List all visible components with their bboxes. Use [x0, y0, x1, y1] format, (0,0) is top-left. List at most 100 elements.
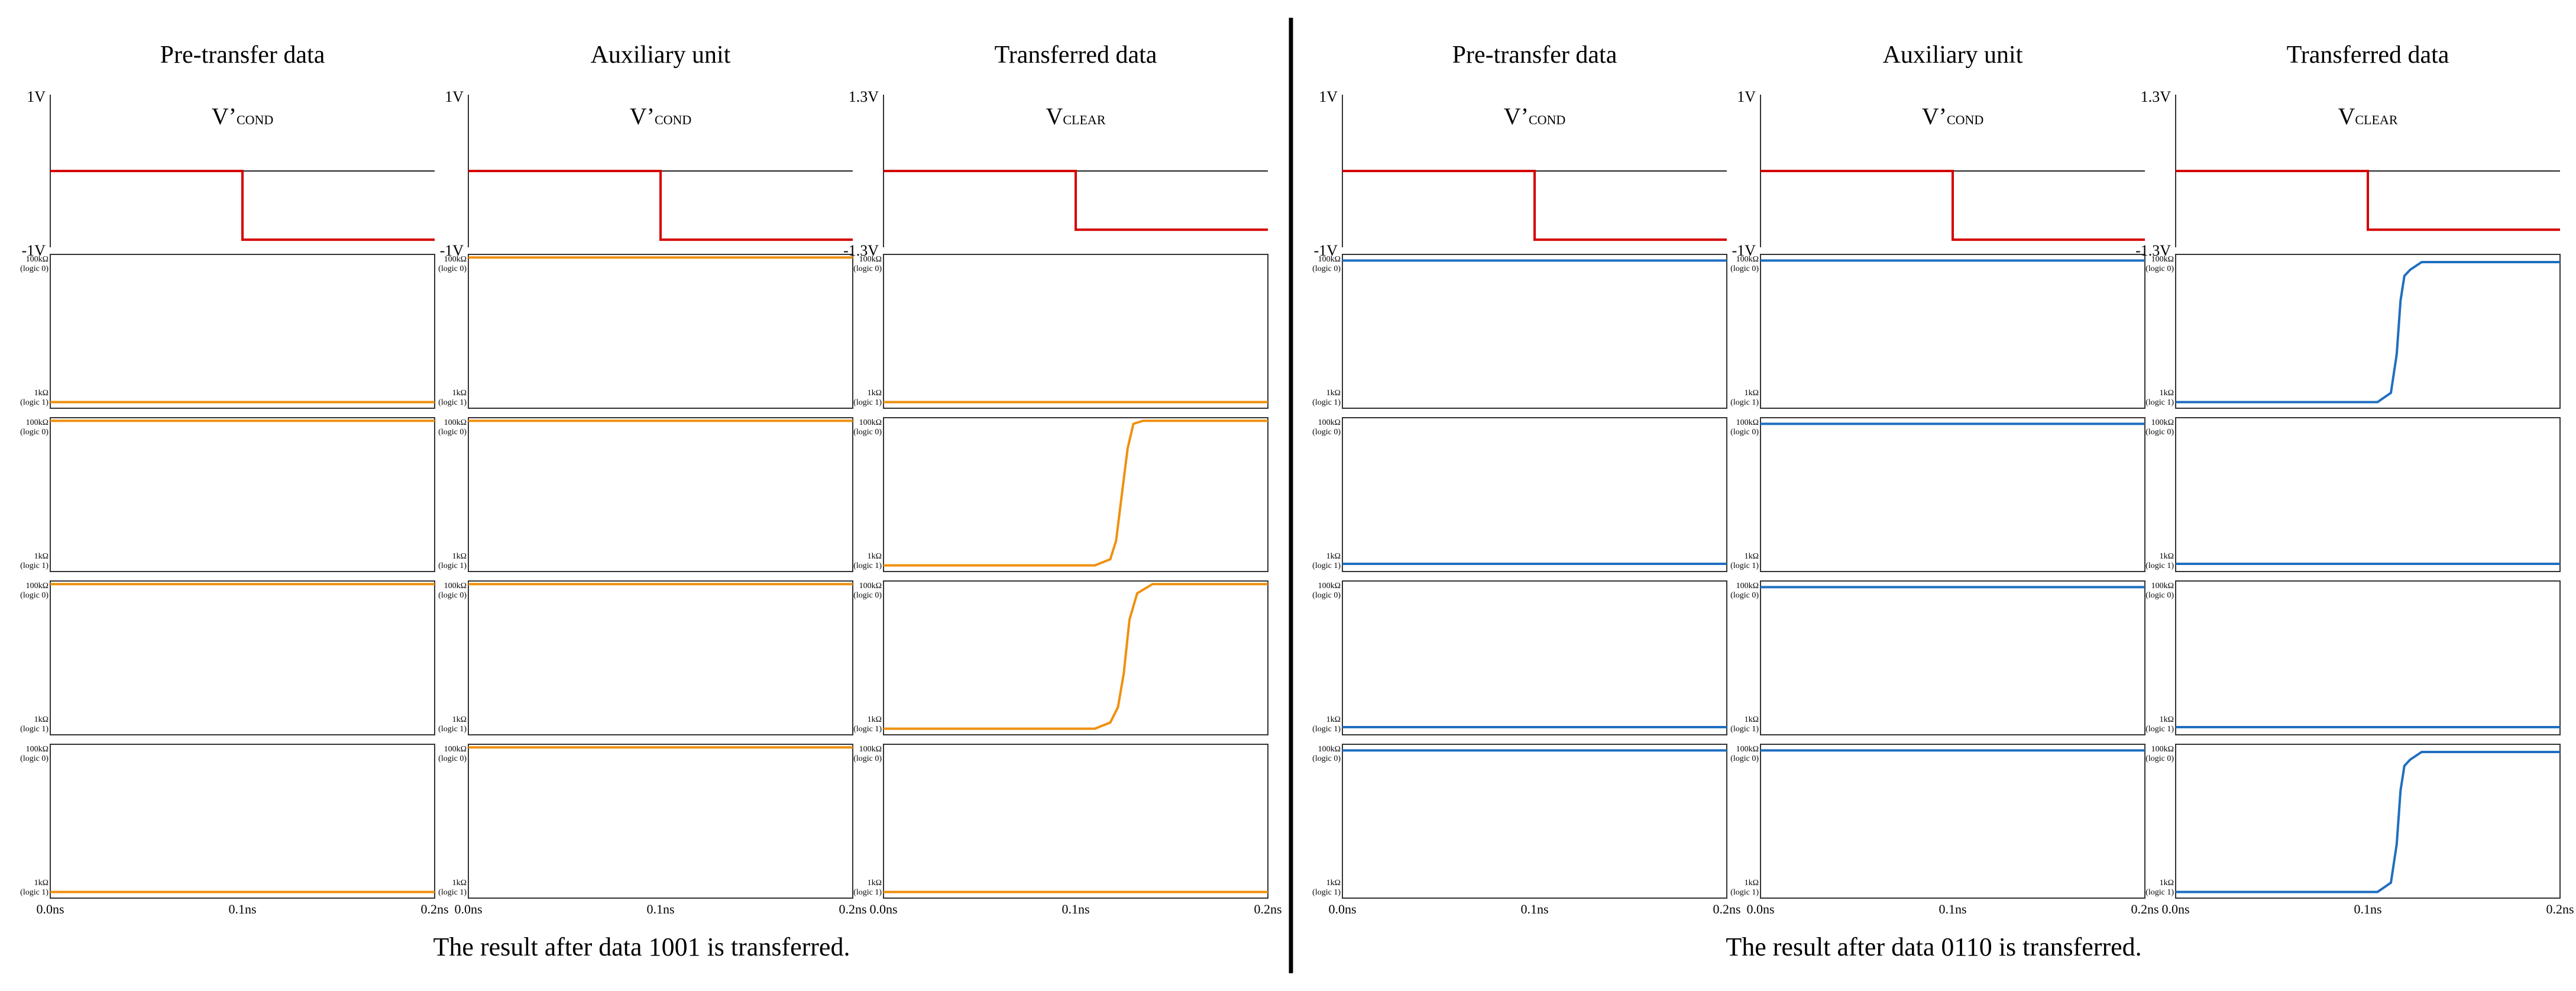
resistance-frame — [468, 580, 853, 735]
panel-left: The result after data 1001 is transferre… — [20, 41, 1281, 961]
resistance-plot-3: 100kΩ(logic 0) 1kΩ(logic 1) — [438, 580, 853, 735]
column-title: Pre-transfer data — [1452, 41, 1617, 69]
resistance-tick-bottom: 1kΩ — [868, 715, 882, 724]
resistance-frame — [1760, 417, 2145, 572]
voltage-tick-top: 1.3V — [2141, 88, 2172, 105]
resistance-tick-bottom-logic: (logic 1) — [1730, 888, 1759, 897]
x-tick-label: 0.1ns — [228, 902, 256, 916]
resistance-frame — [883, 254, 1268, 409]
x-tick-label: 0.0ns — [869, 902, 897, 916]
resistance-tick-top-logic: (logic 0) — [853, 591, 882, 600]
resistance-frame — [2175, 580, 2561, 735]
resistance-tick-bottom: 1kΩ — [1326, 552, 1341, 561]
resistance-tick-bottom-logic: (logic 1) — [1312, 888, 1341, 897]
column-3: Transferred data1.3V-1.3VVCLEAR100kΩ(log… — [843, 41, 1281, 916]
column-title: Transferred data — [995, 41, 1157, 69]
resistance-tick-top-logic: (logic 0) — [20, 428, 48, 437]
resistance-frame — [468, 744, 853, 899]
resistance-tick-top: 100kΩ — [444, 255, 467, 264]
resistance-tick-bottom: 1kΩ — [34, 879, 48, 887]
resistance-tick-top-logic: (logic 0) — [1312, 754, 1341, 763]
voltage-plot: 1.3V -1.3V VCLEAR — [2135, 88, 2560, 259]
resistance-tick-top-logic: (logic 0) — [2145, 428, 2174, 437]
signal-label: V’COND — [212, 103, 274, 130]
column-title: Transferred data — [2287, 41, 2449, 69]
resistance-tick-bottom-logic: (logic 1) — [20, 398, 48, 407]
resistance-frame — [883, 580, 1268, 735]
resistance-frame — [2175, 744, 2561, 899]
resistance-tick-top: 100kΩ — [2151, 582, 2174, 590]
x-tick-label: 0.1ns — [646, 902, 674, 916]
resistance-tick-top-logic: (logic 0) — [1730, 428, 1759, 437]
resistance-plot-2: 100kΩ(logic 0) 1kΩ(logic 1) — [20, 417, 435, 572]
resistance-frame — [883, 744, 1268, 899]
resistance-plot-2: 100kΩ(logic 0) 1kΩ(logic 1) — [1312, 417, 1727, 572]
resistance-plot-2: 100kΩ(logic 0) 1kΩ(logic 1) — [2145, 417, 2561, 572]
resistance-tick-bottom: 1kΩ — [868, 552, 882, 561]
resistance-plot-3: 100kΩ(logic 0) 1kΩ(logic 1) — [2145, 580, 2561, 735]
resistance-tick-bottom: 1kΩ — [452, 715, 467, 724]
resistance-tick-bottom-logic: (logic 1) — [853, 725, 882, 734]
resistance-tick-bottom: 1kΩ — [1326, 879, 1341, 887]
resistance-frame — [1760, 744, 2145, 899]
resistance-tick-top-logic: (logic 0) — [20, 264, 48, 273]
resistance-plot-2: 100kΩ(logic 0) 1kΩ(logic 1) — [1730, 417, 2145, 572]
resistance-frame — [1342, 417, 1727, 572]
resistance-tick-bottom-logic: (logic 1) — [438, 725, 467, 734]
resistance-plot-2: 100kΩ(logic 0) 1kΩ(logic 1) — [438, 417, 853, 572]
voltage-trace — [1761, 170, 2145, 241]
voltage-tick-top: 1V — [27, 88, 46, 105]
resistance-tick-top-logic: (logic 0) — [20, 591, 48, 600]
resistance-frame — [2175, 417, 2561, 572]
resistance-tick-bottom-logic: (logic 1) — [438, 888, 467, 897]
resistance-tick-top: 100kΩ — [444, 745, 467, 754]
resistance-tick-top: 100kΩ — [1736, 255, 1759, 264]
resistance-tick-top-logic: (logic 0) — [438, 591, 467, 600]
resistance-tick-bottom: 1kΩ — [1326, 715, 1341, 724]
resistance-tick-bottom-logic: (logic 1) — [2145, 725, 2174, 734]
resistance-plot-3: 100kΩ(logic 0) 1kΩ(logic 1) — [20, 580, 435, 735]
resistance-tick-bottom-logic: (logic 1) — [1730, 725, 1759, 734]
x-tick-label: 0.0ns — [36, 902, 64, 916]
x-tick-label: 0.2ns — [1254, 902, 1281, 916]
resistance-frame — [50, 417, 435, 572]
resistance-tick-bottom: 1kΩ — [2160, 552, 2174, 561]
column-1: Pre-transfer data1V-1VV’COND100kΩ(logic … — [20, 41, 448, 916]
x-tick-label: 0.1ns — [1062, 902, 1089, 916]
resistance-tick-top-logic: (logic 0) — [853, 754, 882, 763]
x-tick-label: 0.1ns — [2354, 902, 2381, 916]
resistance-tick-top: 100kΩ — [859, 745, 882, 754]
resistance-trace — [2176, 261, 2560, 403]
resistance-plot-4: 100kΩ(logic 0) 1kΩ(logic 1) — [853, 744, 1268, 899]
resistance-plot-4: 100kΩ(logic 0) 1kΩ(logic 1) — [1312, 744, 1727, 899]
resistance-frame — [50, 744, 435, 899]
voltage-tick-bottom: -1V — [22, 242, 46, 259]
resistance-tick-top: 100kΩ — [26, 418, 48, 427]
panel-caption: The result after data 0110 is transferre… — [1726, 932, 2141, 961]
resistance-tick-bottom-logic: (logic 1) — [1312, 398, 1341, 407]
voltage-plot: 1V -1V V’COND — [1314, 88, 1727, 259]
resistance-tick-bottom-logic: (logic 1) — [438, 561, 467, 570]
resistance-tick-bottom: 1kΩ — [2160, 389, 2174, 398]
x-tick-label: 0.0ns — [1746, 902, 1774, 916]
x-tick-label: 0.0ns — [454, 902, 482, 916]
resistance-plot-1: 100kΩ(logic 0) 1kΩ(logic 1) — [438, 254, 853, 409]
resistance-frame — [50, 580, 435, 735]
voltage-trace — [1342, 170, 1727, 241]
x-tick-label: 0.2ns — [839, 902, 866, 916]
resistance-tick-top: 100kΩ — [1318, 582, 1341, 590]
resistance-frame — [1342, 744, 1727, 899]
resistance-tick-top-logic: (logic 0) — [1730, 591, 1759, 600]
resistance-tick-bottom: 1kΩ — [868, 879, 882, 887]
resistance-tick-bottom: 1kΩ — [1745, 879, 1759, 887]
resistance-tick-top-logic: (logic 0) — [1312, 428, 1341, 437]
x-tick-label: 0.2ns — [420, 902, 448, 916]
x-tick-label: 0.1ns — [1939, 902, 1966, 916]
signal-label: V’COND — [630, 103, 692, 130]
resistance-tick-top: 100kΩ — [1736, 745, 1759, 754]
resistance-tick-bottom: 1kΩ — [868, 389, 882, 398]
column-title: Auxiliary unit — [591, 41, 731, 69]
x-tick-label: 0.0ns — [2161, 902, 2189, 916]
voltage-tick-top: 1.3V — [849, 88, 879, 105]
